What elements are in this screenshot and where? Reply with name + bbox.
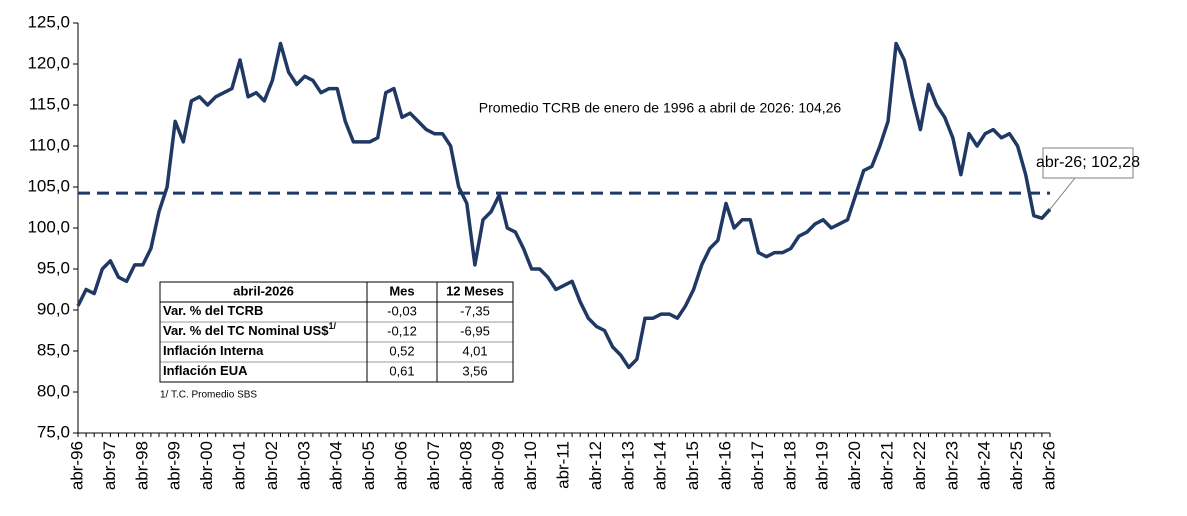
x-tick-label: abr-14	[651, 441, 670, 490]
x-tick-label: abr-20	[845, 441, 864, 490]
table-cell: 0,52	[389, 343, 414, 358]
table-header: abril-2026	[233, 283, 294, 298]
x-tick-label: abr-21	[877, 441, 896, 490]
x-tick-label: abr-13	[618, 441, 637, 490]
y-tick-label: 120,0	[27, 53, 70, 72]
x-tick-label: abr-19	[813, 441, 832, 490]
callout-box	[1042, 147, 1134, 179]
table-cell: 0,61	[389, 363, 414, 378]
table-row-label-text: Var. % del TC Nominal US$	[163, 323, 329, 338]
x-tick-label: abr-00	[197, 441, 216, 490]
x-tick-label: abr-01	[229, 441, 248, 490]
x-tick-label: abr-03	[294, 441, 313, 490]
x-tick-label: abr-24	[975, 441, 994, 490]
x-tick-label: abr-08	[456, 441, 475, 490]
table-header: 12 Meses	[446, 283, 504, 298]
table-row-label-sup: 1/	[328, 321, 336, 331]
y-tick-label: 95,0	[37, 258, 70, 277]
y-tick-label: 115,0	[29, 94, 70, 113]
y-tick-label: 85,0	[37, 340, 70, 359]
x-tick-label: abr-07	[424, 441, 443, 490]
x-tick-label: abr-04	[327, 441, 346, 490]
x-tick-label: abr-26	[1039, 441, 1058, 490]
x-tick-label: abr-17	[748, 441, 767, 490]
y-tick-label: 105,0	[27, 176, 70, 195]
x-tick-label: abr-06	[391, 441, 410, 490]
x-tick-label: abr-10	[521, 441, 540, 490]
x-tick-label: abr-15	[683, 441, 702, 490]
table-row-label-text: Inflación Interna	[163, 343, 264, 358]
y-tick-label: 100,0	[27, 217, 70, 236]
table-cell: 3,56	[462, 363, 487, 378]
y-tick-label: 110,0	[29, 135, 70, 154]
x-tick-label: abr-05	[359, 441, 378, 490]
table-cell: -0,03	[387, 303, 417, 318]
table-bg	[159, 281, 514, 383]
callout-label: abr-26; 102,28	[1036, 154, 1140, 171]
table-footnote: 1/ T.C. Promedio SBS	[160, 390, 257, 401]
x-tick-label: abr-98	[132, 441, 151, 490]
table-row-label: Inflación EUA	[163, 363, 248, 378]
x-tick-label: abr-09	[489, 441, 508, 490]
x-tick-label: abr-22	[910, 441, 929, 490]
x-tick-label: abr-96	[67, 441, 86, 490]
table-row-label: Var. % del TCRB	[163, 303, 263, 318]
x-tick-label: abr-12	[586, 441, 605, 490]
x-tick-label: abr-02	[262, 441, 281, 490]
x-tick-label: abr-97	[100, 441, 119, 490]
callout-leader	[1049, 177, 1076, 210]
table-cell: -0,12	[387, 323, 417, 338]
table-cell: 4,01	[462, 343, 487, 358]
x-tick-label: abr-99	[165, 441, 184, 490]
table-header: Mes	[389, 283, 414, 298]
x-tick-label: abr-16	[715, 441, 734, 490]
x-tick-label: abr-18	[780, 441, 799, 490]
x-tick-label: abr-25	[1007, 441, 1026, 490]
y-tick-label: 90,0	[37, 299, 70, 318]
table-cell: -7,35	[460, 303, 490, 318]
table-row-label: Inflación Interna	[163, 343, 264, 358]
table-row-label-text: Inflación EUA	[163, 363, 248, 378]
table-row-label: Var. % del TC Nominal US$1/	[163, 321, 336, 338]
average-label: Promedio TCRB de enero de 1996 a abril d…	[479, 100, 842, 116]
x-tick-label: abr-11	[553, 441, 572, 489]
y-tick-label: 75,0	[37, 422, 70, 441]
series-line	[76, 41, 1052, 370]
y-tick-label: 125,0	[27, 12, 70, 31]
table-cell: -6,95	[460, 323, 490, 338]
y-tick-label: 80,0	[37, 381, 70, 400]
table-row-label-text: Var. % del TCRB	[163, 303, 263, 318]
x-tick-label: abr-23	[942, 441, 961, 490]
